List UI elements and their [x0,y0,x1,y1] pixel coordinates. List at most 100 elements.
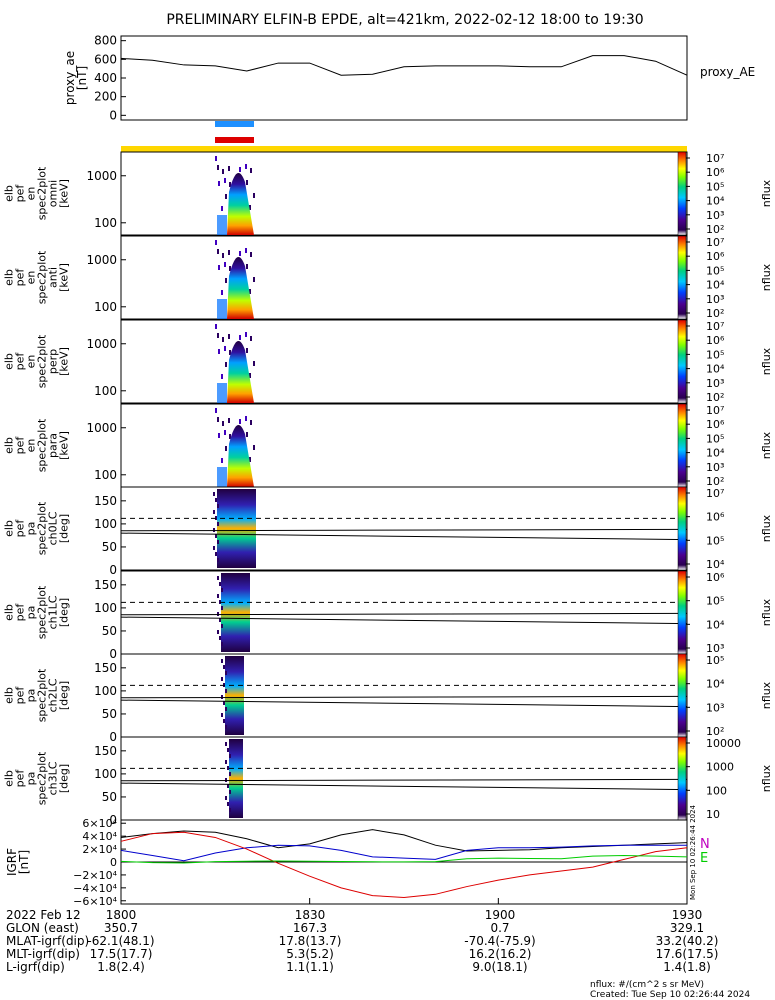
footer-row-value: 0.7 [490,921,509,935]
spectrogram-pixel [246,180,248,185]
spectrogram-frame [120,151,688,236]
spectrogram-pixel [221,713,223,717]
spectrogram-pixel [245,416,247,421]
spectrogram-ylabel: elbpefpaspec2plotch3LC[deg] [3,751,71,805]
footer-row-value: 1800 [106,908,137,922]
spectrogram-ylabel: elbpefpaspec2plotch0LC[deg] [3,501,71,555]
ylabel-line: [keV] [58,263,71,292]
spectrogram-frame [120,570,688,655]
footer-row-value: 17.8(13.7) [279,934,342,948]
spectrogram-pixel [229,182,231,187]
colorbar-tick-label: 10⁴ [706,558,725,571]
colorbar-tick-label: 10² [706,223,724,236]
ylabel-line: en [25,355,38,369]
spectrogram-pixel [218,181,220,186]
ylabel-line: spec2plot [36,334,49,388]
spectrogram-pixel [225,446,227,451]
loss-cone-line [120,616,688,625]
ylabel-line: [deg] [58,764,71,793]
spectrogram-frame [120,403,688,488]
ylabel-line: spec2plot [36,501,49,555]
spectrogram-blob [221,573,250,652]
spectrogram-pixel [222,169,224,174]
ylabel-line: pef [14,268,27,287]
ylabel-line: omni [47,180,60,207]
spectrogram-pixel [245,332,247,337]
spectrogram-pixel [215,240,217,245]
ylabel-line: para [47,433,60,458]
spectrogram-ytick-label: 1000 [86,421,117,435]
colorbar-tick-label: 10⁶ [706,511,725,524]
spectrogram-ytick-label: 50 [102,540,117,554]
ylabel-line: pef [14,436,27,455]
ylabel-line: spec2plot [36,585,49,639]
spectrogram-pixel [217,540,219,544]
loss-cone-line [120,528,688,532]
spectrogram-ytick-label: 0 [109,647,117,661]
spectrogram-pixel [215,534,217,538]
colorbar-label: nflux [760,514,773,542]
spectrogram-pixel [245,248,247,253]
spectrogram-pixel [221,642,223,646]
colorbar-tick-label: 10⁶ [706,250,725,263]
loss-cone-line [120,699,688,708]
colorbar-tick-label: 10³ [706,642,724,655]
ylabel-line: pa [25,772,38,786]
spectrogram-pixel [224,178,226,183]
colorbar-tick-label: 10⁴ [706,618,725,631]
spectrogram-pixel [217,249,219,254]
created-note: Created: Tue Sep 10 02:26:44 2024 [590,990,750,1000]
footer-row-value: 1830 [295,908,326,922]
igrf-ytick-label: 6×10⁴ [82,817,117,830]
orbit-footer: 2022 Feb 12 1800 1830 1900 1930 GLON (east) 35… [6,898,718,974]
ylabel-line: [nT] [17,850,31,874]
ylabel-line: en [25,271,38,285]
spectrogram-pixel [217,333,219,338]
spectrogram-blob [217,489,256,568]
blue-segment-bar [215,121,254,127]
footer-row-value: 17.5(17.7) [90,947,153,961]
igrf-ytick-label: 0 [110,856,117,869]
igrf-ytick-label: 2×10⁴ [82,843,117,856]
footer-row-value: 1900 [485,908,516,922]
footer-row-value: 167.3 [293,921,327,935]
loss-cone-line [120,695,688,699]
spectrogram-pixel [219,636,221,640]
ylabel-line: pa [25,606,38,620]
spectrogram-pixel [239,335,241,340]
colorbar-tick-label: 10³ [706,701,724,714]
units-note: nflux: #/(cm^2 s sr MeV) [590,980,704,990]
footer-row-value: 9.0(18.1) [472,960,527,974]
spectrogram-ytick-label: 0 [109,813,117,827]
colorbar [677,151,687,236]
igrf-series-line [120,855,688,864]
spectrogram-pixel [225,725,227,729]
spectrogram-pixel [224,346,226,351]
spectrogram-pixel [228,166,230,171]
igrf-series-line [120,829,688,852]
spectrogram-ytick-label: 100 [94,684,117,698]
spectrogram-frame [120,235,688,320]
ylabel-line: ch1LC [47,595,60,629]
spectrogram-pixel [246,432,248,437]
ylabel-line: elb [3,269,16,286]
ylabel-line: [deg] [58,598,71,627]
spectrogram-pixel [229,350,231,355]
spectrogram-pixel [221,374,223,379]
igrf-ylabel: IGRF[nT] [5,848,31,876]
colorbar-tick-label: 10³ [706,461,724,474]
colorbar-tick-label: 10⁷ [706,320,724,333]
spectrogram-pixel [222,421,224,426]
spectrogram-pixel [250,252,252,257]
spectrogram-pixel [224,430,226,435]
spectrogram-blob [227,257,254,319]
footer-row-value: 17.6(17.5) [656,947,719,961]
spectrogram-ytick-label: 50 [102,707,117,721]
loss-cone-line [120,778,688,782]
spectrogram-pixel [217,165,219,170]
colorbar-tick-label: 10⁴ [706,195,725,208]
spectrogram-ytick-label: 1000 [86,337,117,351]
spectrogram-pixel [229,790,231,794]
